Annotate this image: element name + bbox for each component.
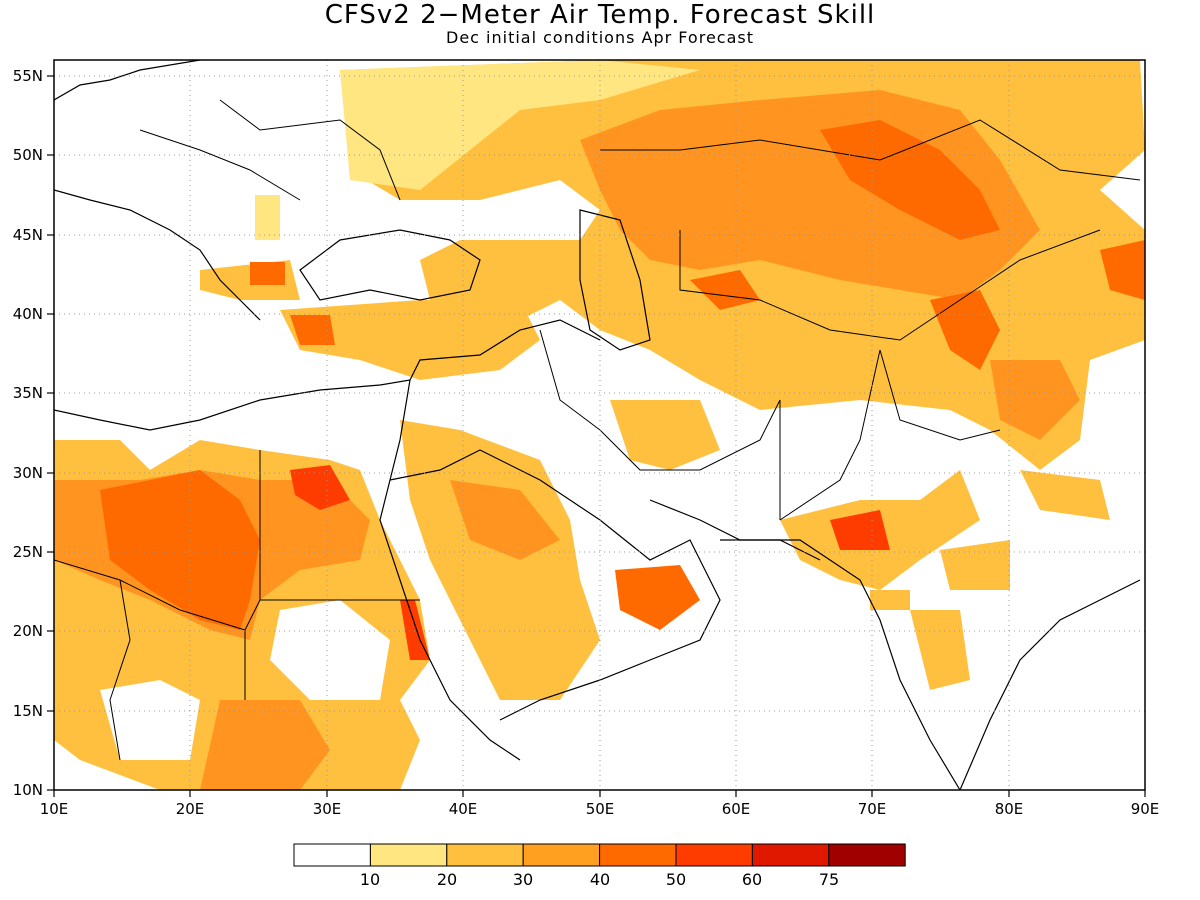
y-tick-label: 15N: [13, 702, 43, 720]
colorbar-box-2: [446, 843, 524, 867]
coastlines: [54, 60, 1141, 790]
colorbar: 10 20 30 40 50 60 75: [293, 843, 906, 889]
colorbar-label: 50: [666, 870, 686, 889]
gridlines: [54, 60, 1145, 790]
x-tick-label: 50E: [586, 800, 615, 818]
x-tick-label: 90E: [1131, 800, 1160, 818]
colorbar-box-4: [599, 843, 677, 867]
y-tick-label: 30N: [13, 464, 43, 482]
map-title: CFSv2 2−Meter Air Temp. Forecast Skill: [324, 0, 876, 30]
y-tick-label: 35N: [13, 384, 43, 402]
x-tick-label: 40E: [449, 800, 478, 818]
colorbar-label: 20: [437, 870, 457, 889]
egypt-red-skill: [290, 465, 350, 510]
libya-core-skill: [100, 470, 260, 630]
colorbar-label: 30: [513, 870, 533, 889]
tick-marks: [47, 75, 1146, 797]
colorbar-label: 40: [590, 870, 610, 889]
colorbar-box-0: [293, 843, 371, 867]
y-tick-label: 25N: [13, 543, 43, 561]
x-tick-label: 30E: [313, 800, 342, 818]
y-tick-labels: 55N 50N 45N 40N 35N 30N 25N 20N 15N 10N: [13, 67, 43, 799]
colorbar-label: 10: [360, 870, 380, 889]
x-tick-labels: 10E 20E 30E 40E 50E 60E 70E 80E 90E: [40, 800, 1160, 818]
colorbar-box-7: [828, 843, 906, 867]
x-tick-label: 80E: [995, 800, 1024, 818]
x-tick-label: 10E: [40, 800, 69, 818]
colorbar-box-3: [522, 843, 601, 867]
x-tick-label: 70E: [858, 800, 887, 818]
colorbar-box-6: [751, 843, 830, 867]
x-tick-label: 60E: [722, 800, 751, 818]
y-tick-label: 40N: [13, 305, 43, 323]
y-tick-label: 20N: [13, 622, 43, 640]
y-tick-label: 10N: [13, 781, 43, 799]
y-tick-label: 55N: [13, 67, 43, 85]
colorbar-label: 60: [742, 870, 762, 889]
x-tick-label: 20E: [176, 800, 205, 818]
country-borders: [54, 99, 1141, 761]
colorbar-label: 75: [819, 870, 839, 889]
map-subtitle: Dec initial conditions Apr Forecast: [446, 28, 754, 47]
colorbar-box-1: [369, 843, 448, 867]
colorbar-box-5: [675, 843, 753, 867]
y-tick-label: 50N: [13, 146, 43, 164]
saudi-skill: [400, 420, 600, 700]
y-tick-label: 45N: [13, 226, 43, 244]
